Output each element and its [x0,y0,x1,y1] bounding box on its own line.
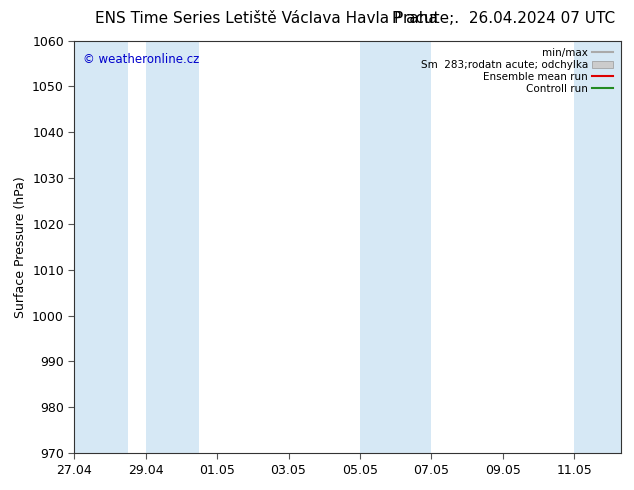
Bar [360,41,431,453]
Text: © weatheronline.cz: © weatheronline.cz [82,53,199,66]
Bar [574,41,628,453]
Text: ENS Time Series Letiště Václava Havla Praha: ENS Time Series Letiště Václava Havla Pr… [95,11,437,26]
Bar [146,41,199,453]
Legend: min/max, Sm  283;rodatn acute; odchylka, Ensemble mean run, Controll run: min/max, Sm 283;rodatn acute; odchylka, … [419,46,615,96]
Bar [74,41,128,453]
Text: P acute;.  26.04.2024 07 UTC: P acute;. 26.04.2024 07 UTC [392,11,615,26]
Y-axis label: Surface Pressure (hPa): Surface Pressure (hPa) [13,176,27,318]
